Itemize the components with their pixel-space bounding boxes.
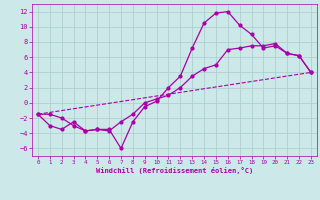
X-axis label: Windchill (Refroidissement éolien,°C): Windchill (Refroidissement éolien,°C) [96,167,253,174]
